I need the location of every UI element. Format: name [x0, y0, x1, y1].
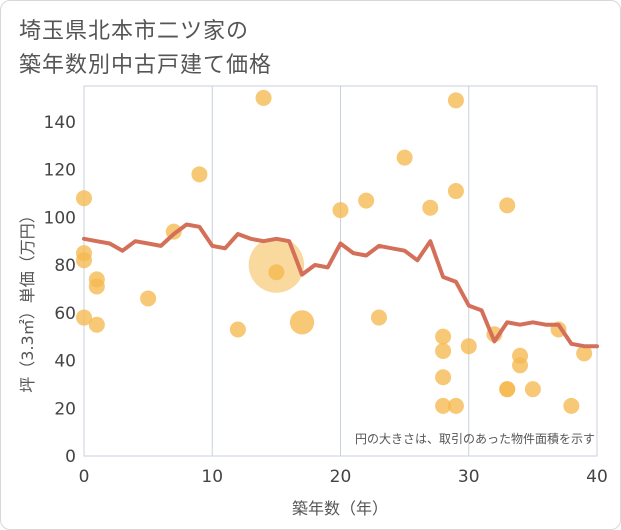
data-point [289, 310, 315, 335]
y-tick-label: 100 [44, 208, 76, 228]
y-axis-label: 坪（3.3㎡）単価（万円） [18, 207, 37, 392]
chart-title-line2: 築年数別中古戸建て価格 [19, 53, 273, 78]
y-tick-label: 0 [65, 447, 76, 467]
data-point [435, 397, 452, 414]
data-point [76, 252, 92, 269]
data-point [255, 89, 272, 106]
data-point [76, 190, 92, 207]
data-point [88, 278, 105, 295]
y-tick-label: 140 [44, 113, 76, 133]
x-axis-label: 築年数（年） [292, 499, 388, 518]
chart-title-line1: 埼玉県北本市二ツ家の [19, 19, 250, 44]
data-point [332, 202, 349, 219]
data-point [191, 166, 208, 183]
data-point [396, 149, 413, 166]
y-tick-label: 80 [54, 256, 76, 276]
grid [83, 85, 598, 457]
data-point [460, 338, 477, 355]
data-point [563, 397, 580, 414]
data-point [268, 264, 285, 281]
y-tick-label: 60 [54, 304, 76, 324]
chart-title: 埼玉県北本市二ツ家の 築年数別中古戸建て価格 [19, 15, 272, 83]
data-point [358, 192, 375, 209]
x-tick-label: 0 [79, 467, 90, 487]
data-point [447, 183, 464, 200]
x-tick-label: 20 [330, 467, 352, 487]
data-point [435, 369, 452, 386]
x-tick-label: 30 [458, 467, 480, 487]
data-point [447, 92, 464, 109]
x-tick-label: 10 [201, 467, 223, 487]
data-point [76, 309, 92, 326]
data-point [370, 309, 387, 326]
data-point [576, 345, 593, 362]
data-point [422, 199, 439, 216]
y-tick-label: 40 [54, 352, 76, 372]
data-point [435, 328, 452, 345]
y-tick-label: 20 [54, 399, 76, 419]
data-point [140, 290, 157, 307]
data-point [447, 397, 464, 414]
x-tick-label: 40 [586, 467, 608, 487]
data-point [512, 357, 529, 374]
data-point [524, 381, 541, 398]
y-tick-label: 120 [44, 161, 76, 181]
tick-labels: 0 10 20 30 40 0 20 40 60 80 100 120 140 [44, 113, 608, 487]
data-point [229, 321, 246, 338]
data-point [499, 381, 516, 398]
size-note: 円の大きさは、取引のあった物件面積を示す [355, 431, 595, 446]
trend-line [82, 222, 599, 349]
data-point [499, 197, 516, 214]
data-point [88, 316, 105, 333]
data-point [435, 342, 452, 359]
